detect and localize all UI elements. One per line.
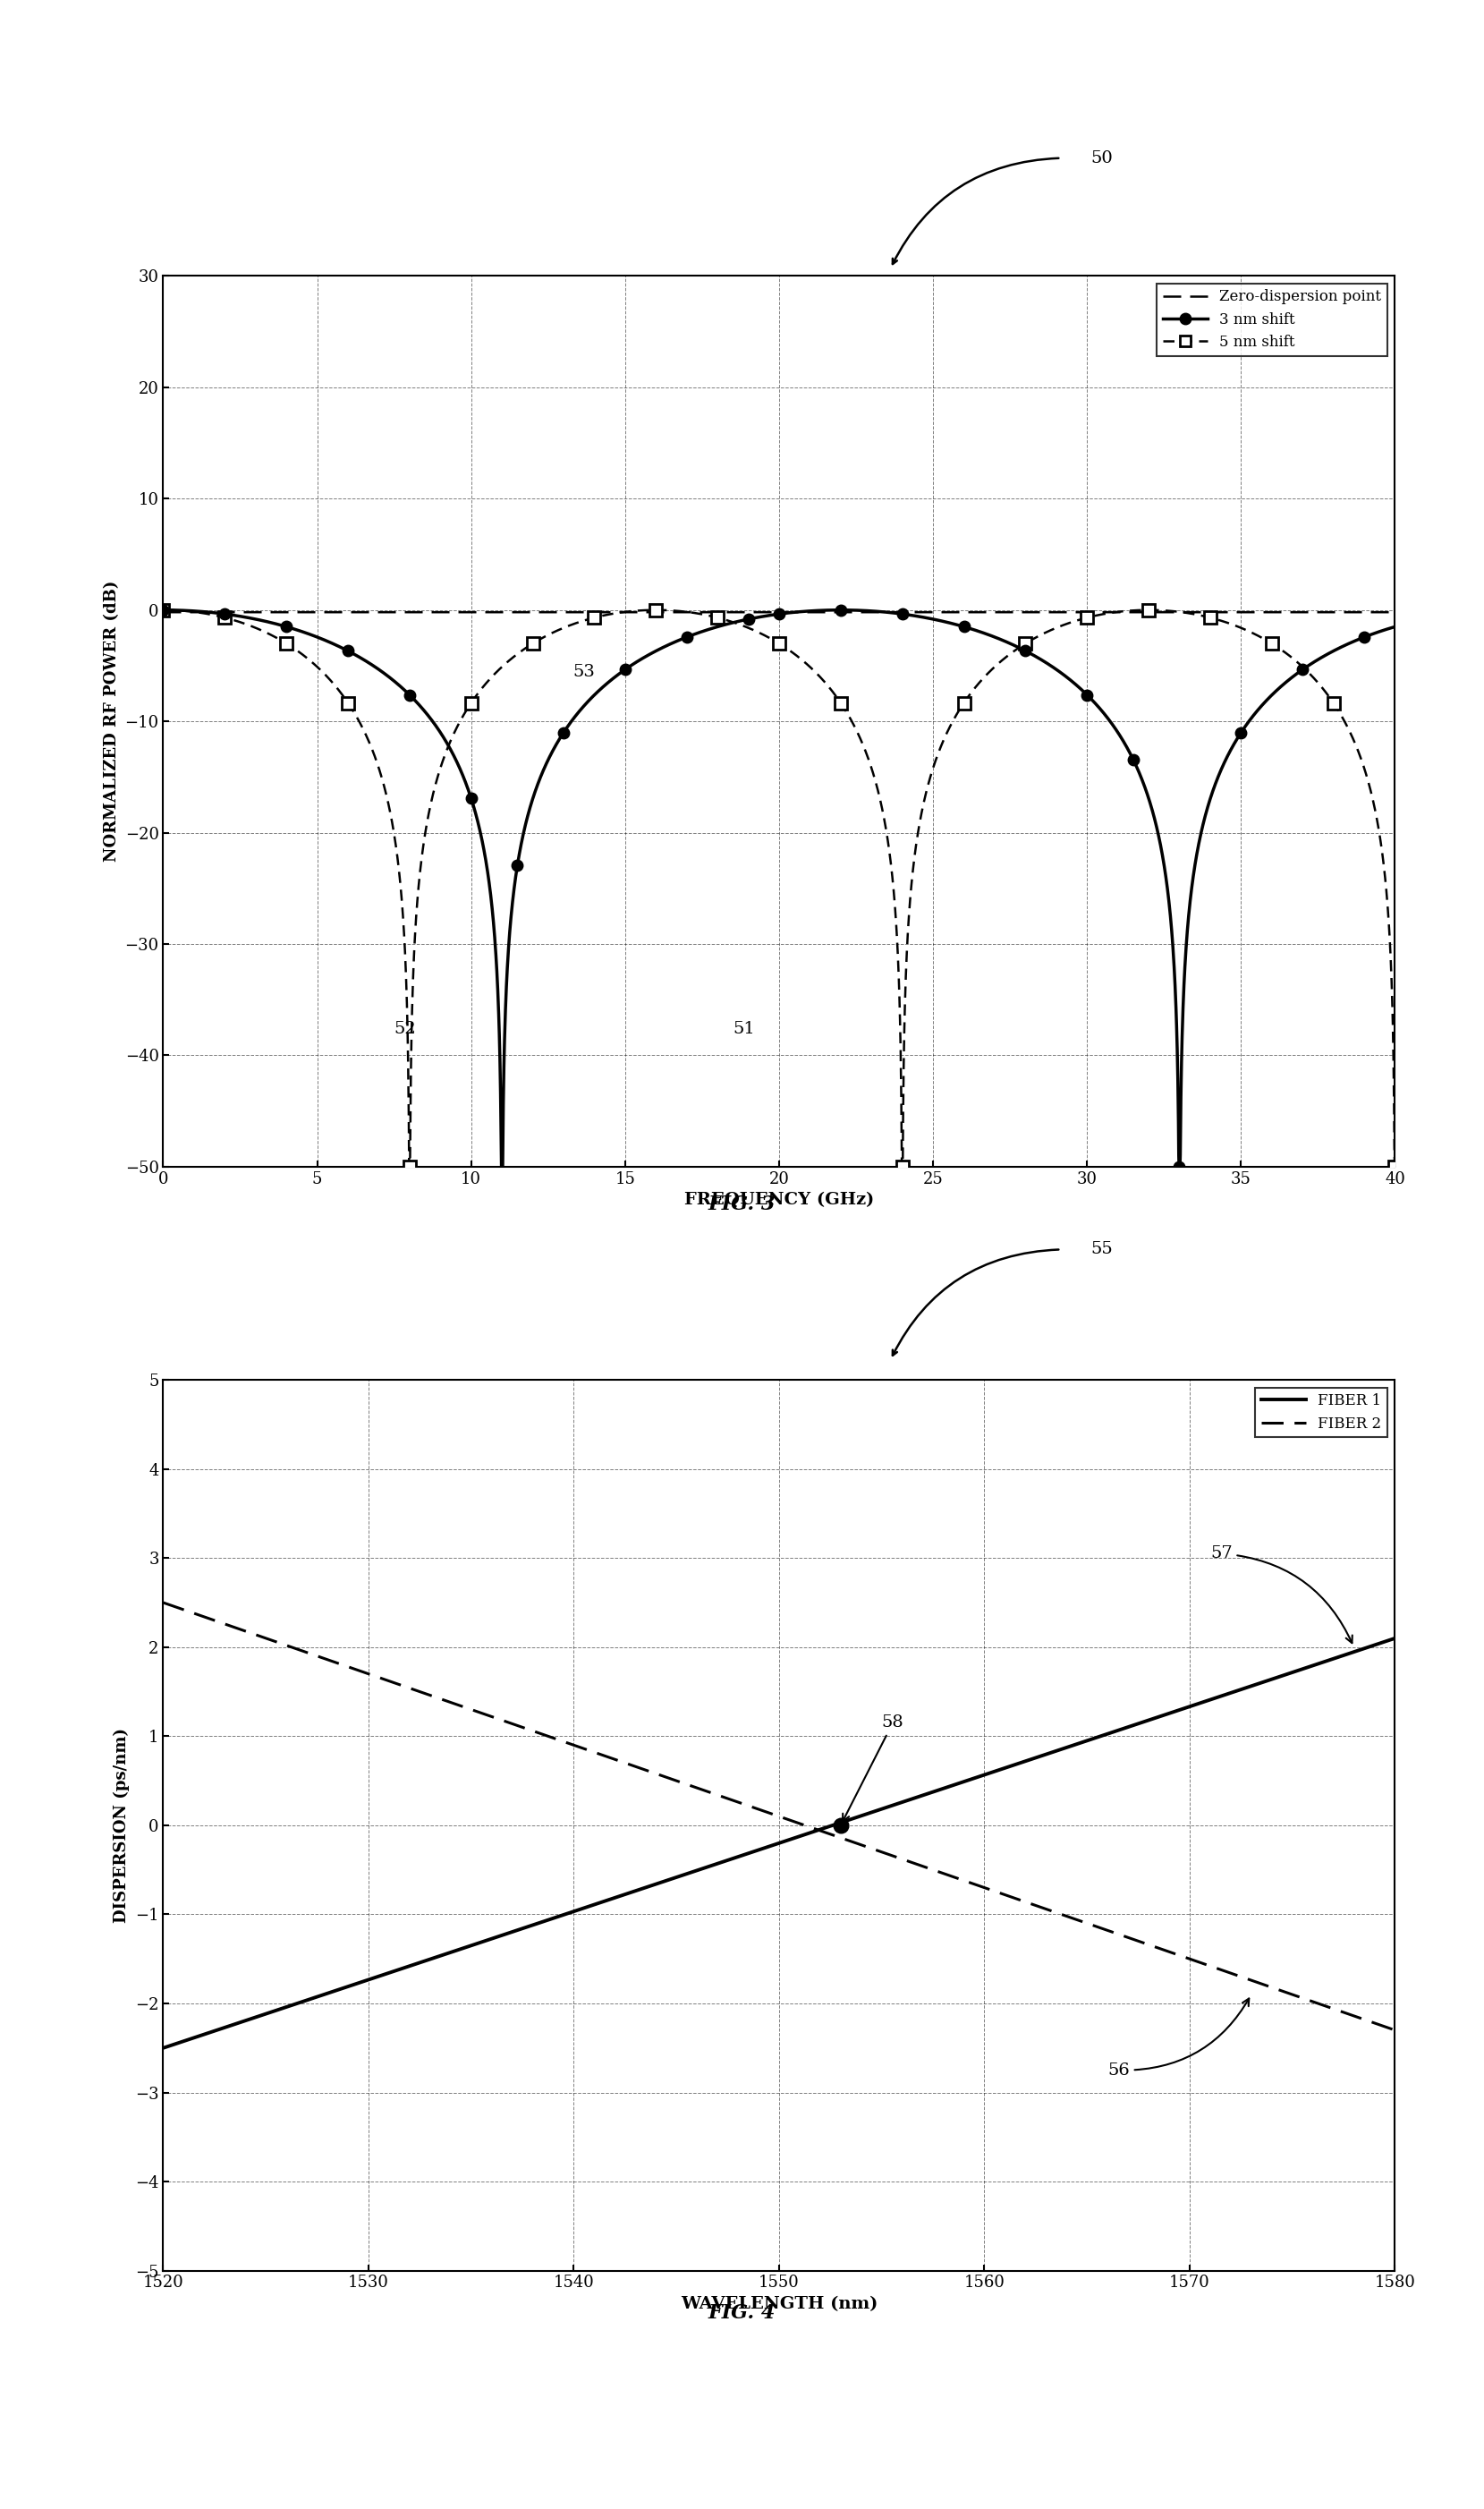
- Text: 52: 52: [395, 1021, 417, 1036]
- 5 nm shift: [741, 612, 758, 642]
- Zero-dispersion point: [1287, 597, 1304, 627]
- 5 nm shift: [1386, 1152, 1404, 1182]
- 3 nm shift: [672, 625, 690, 655]
- Text: 50: 50: [1091, 151, 1113, 166]
- Text: 56: 56: [1107, 2000, 1250, 2077]
- 5 nm shift: [683, 597, 700, 627]
- Text: 57: 57: [1209, 1546, 1352, 1643]
- Zero-dispersion point: [154, 597, 172, 627]
- 5 nm shift: [154, 595, 172, 625]
- 3 nm shift: [154, 595, 172, 625]
- Zero-dispersion point: [672, 597, 690, 627]
- 3 nm shift: [1287, 660, 1304, 690]
- Y-axis label: NORMALIZED RF POWER (dB): NORMALIZED RF POWER (dB): [104, 580, 120, 863]
- 5 nm shift: [672, 597, 690, 627]
- 3 nm shift: [1049, 655, 1067, 685]
- Line: 3 nm shift: 3 nm shift: [163, 610, 1395, 1167]
- Legend: Zero-dispersion point, 3 nm shift, 5 nm shift: Zero-dispersion point, 3 nm shift, 5 nm …: [1158, 284, 1388, 356]
- 3 nm shift: [741, 605, 758, 635]
- Zero-dispersion point: [1049, 597, 1067, 627]
- X-axis label: WAVELENGTH (nm): WAVELENGTH (nm): [681, 2296, 877, 2313]
- 3 nm shift: [1349, 625, 1367, 655]
- Text: 51: 51: [733, 1021, 755, 1036]
- Zero-dispersion point: [1386, 597, 1404, 627]
- 5 nm shift: [1349, 735, 1367, 765]
- Text: FIG. 3: FIG. 3: [708, 1194, 776, 1214]
- 5 nm shift: [1049, 612, 1067, 642]
- 3 nm shift: [493, 1152, 510, 1182]
- Legend: FIBER 1, FIBER 2: FIBER 1, FIBER 2: [1255, 1387, 1388, 1438]
- Line: 5 nm shift: 5 nm shift: [163, 610, 1395, 1167]
- 3 nm shift: [683, 620, 700, 650]
- X-axis label: FREQUENCY (GHz): FREQUENCY (GHz): [684, 1192, 874, 1209]
- 5 nm shift: [1287, 645, 1304, 675]
- Y-axis label: DISPERSION (ps/nm): DISPERSION (ps/nm): [114, 1729, 131, 1922]
- Text: 58: 58: [843, 1714, 904, 1822]
- Zero-dispersion point: [1347, 597, 1365, 627]
- 5 nm shift: [401, 1152, 418, 1182]
- Text: 55: 55: [1091, 1242, 1113, 1257]
- Text: FIG. 4: FIG. 4: [708, 2303, 776, 2323]
- Zero-dispersion point: [681, 597, 699, 627]
- 3 nm shift: [1386, 612, 1404, 642]
- Zero-dispersion point: [739, 597, 757, 627]
- Text: 53: 53: [573, 665, 595, 680]
